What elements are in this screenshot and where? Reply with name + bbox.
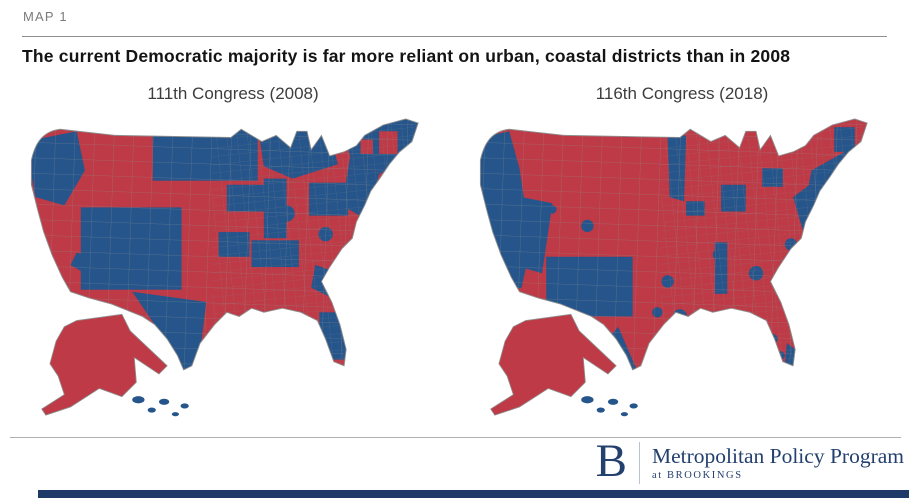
bottom-accent-bar xyxy=(38,490,909,498)
map-panel-2018: 116th Congress (2018) xyxy=(463,84,901,421)
hawaii-islands xyxy=(581,396,638,417)
figure-kicker: MAP 1 xyxy=(23,9,68,24)
brookings-logo-b-icon: B xyxy=(595,435,627,487)
alaska-shape xyxy=(490,313,617,416)
brookings-brand-lockup: B Metropolitan Policy Program at BROOKIN… xyxy=(595,435,904,487)
brand-sub-name: at BROOKINGS xyxy=(652,470,743,481)
map-title-2008: 111th Congress (2008) xyxy=(147,84,319,103)
us-districts-map-2008 xyxy=(30,118,419,417)
maps-row: 111th Congress (2008) xyxy=(14,84,901,421)
alaska-shape xyxy=(41,313,168,416)
brand-vertical-divider xyxy=(639,442,640,484)
hawaii-islands xyxy=(132,396,189,417)
map-title-2018: 116th Congress (2018) xyxy=(595,84,769,103)
header-divider xyxy=(22,36,887,37)
page-title: The current Democratic majority is far m… xyxy=(22,46,791,66)
us-districts-map-2018 xyxy=(479,118,868,417)
map-panel-2008: 111th Congress (2008) xyxy=(14,84,452,421)
brand-program-name: Metropolitan Policy Program xyxy=(652,444,904,468)
footer-divider xyxy=(10,437,901,438)
brand-text: Metropolitan Policy Program at BROOKINGS xyxy=(640,444,904,482)
